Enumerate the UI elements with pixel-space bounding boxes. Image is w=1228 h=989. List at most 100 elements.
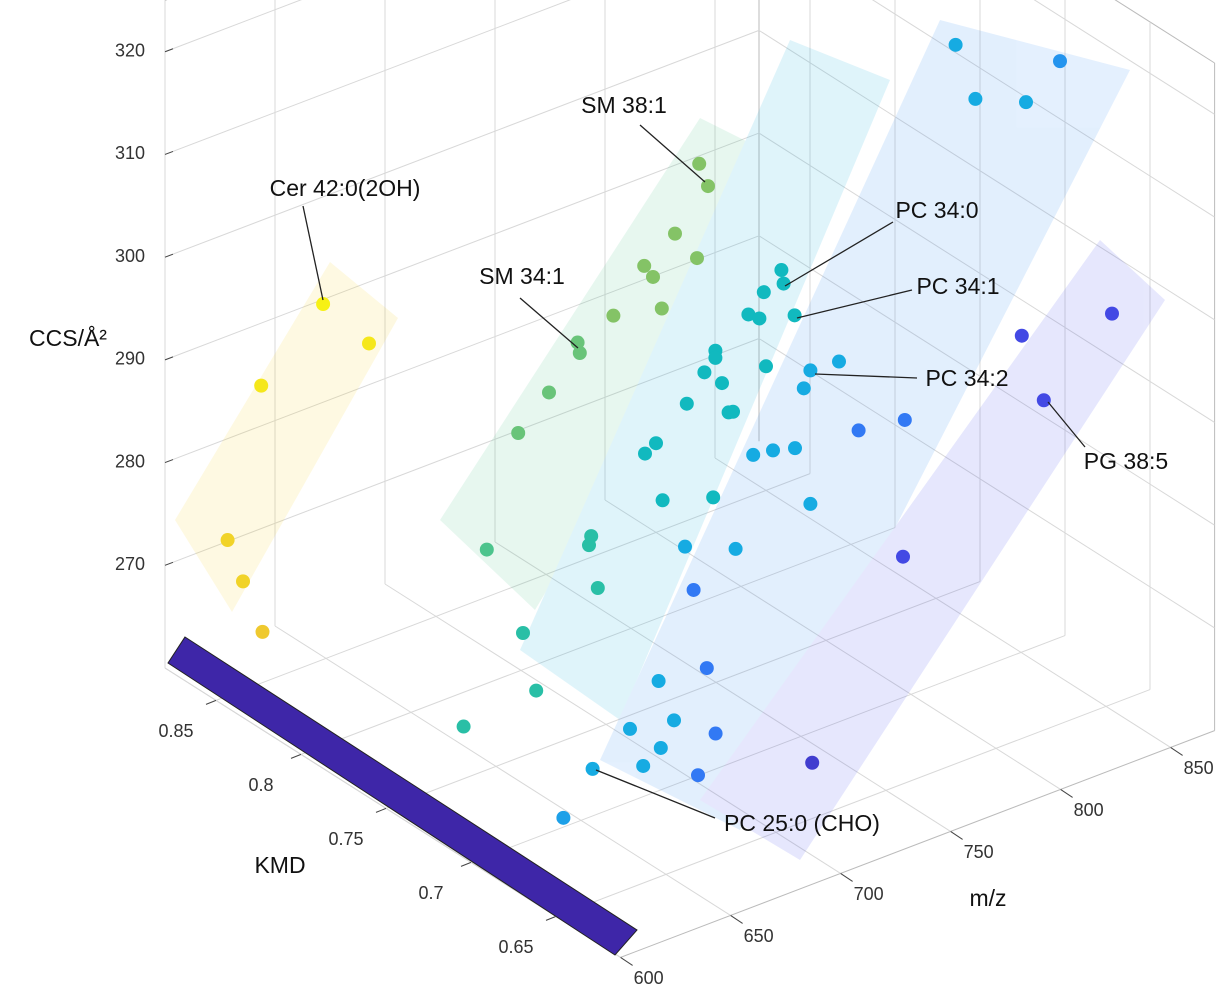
y-tick-label: 0.8	[248, 775, 273, 795]
point	[651, 674, 666, 689]
leader-line	[814, 373, 918, 379]
point	[649, 436, 663, 451]
point	[654, 301, 669, 316]
grid-line	[215, 473, 811, 701]
band	[520, 40, 890, 720]
tick-mark	[375, 807, 387, 813]
point	[686, 582, 701, 597]
annotation: PC 34:1	[916, 273, 999, 299]
y-axis-label: KMD	[254, 852, 305, 878]
grid-line	[385, 581, 981, 809]
tick-mark	[205, 699, 217, 705]
point	[582, 538, 596, 553]
band	[440, 118, 800, 610]
bands	[175, 20, 1165, 860]
leader-line	[1047, 401, 1086, 448]
point	[479, 542, 494, 557]
point	[529, 683, 544, 698]
point	[254, 378, 269, 393]
point	[638, 446, 652, 461]
point	[726, 404, 740, 419]
point	[1036, 393, 1051, 408]
tick-mark	[164, 253, 174, 258]
tick-mark	[460, 861, 472, 867]
point	[1105, 306, 1119, 321]
grid-line	[164, 0, 302, 53]
y-tick-label: 0.85	[158, 721, 193, 741]
y-tick-label: 0.65	[498, 937, 533, 957]
point	[708, 726, 723, 741]
point	[803, 496, 818, 511]
point	[728, 541, 743, 556]
grid-line	[164, 338, 760, 566]
point	[637, 258, 652, 273]
tick-mark	[164, 150, 174, 155]
leader-line	[784, 221, 894, 287]
point	[678, 539, 692, 554]
z-axis-label: CCS/Å²	[29, 324, 107, 351]
annotation: PC 34:0	[895, 197, 978, 223]
z-tick-label: 270	[115, 554, 145, 574]
x-tick-label: 750	[964, 842, 994, 862]
point	[362, 336, 376, 351]
point	[706, 490, 721, 505]
grid-line	[555, 689, 1151, 917]
band	[175, 262, 398, 612]
leader-line	[519, 297, 579, 349]
grid-line	[494, 541, 951, 832]
point	[646, 269, 660, 284]
grid-line	[384, 583, 841, 874]
z-tick-label: 300	[115, 246, 145, 266]
point	[774, 263, 789, 278]
point	[572, 345, 587, 360]
point	[636, 758, 651, 773]
point	[316, 297, 331, 312]
point	[606, 308, 621, 323]
annotation: SM 38:1	[581, 92, 667, 118]
point	[236, 574, 250, 589]
grid-line	[758, 29, 1215, 321]
point	[1019, 95, 1033, 110]
point	[1014, 328, 1029, 343]
leader-line	[796, 289, 913, 319]
point	[655, 493, 670, 508]
point	[897, 412, 912, 427]
point	[542, 385, 556, 400]
point	[667, 713, 681, 728]
leader-line	[302, 205, 324, 301]
annotation: PC 34:2	[925, 365, 1008, 391]
z-tick-label: 280	[115, 451, 145, 471]
point	[697, 365, 712, 380]
point	[690, 251, 704, 266]
point	[623, 721, 637, 736]
point	[805, 755, 820, 770]
point	[679, 396, 694, 411]
point	[759, 359, 773, 374]
point	[851, 423, 866, 438]
tick-mark	[1060, 788, 1073, 798]
point	[456, 719, 471, 734]
y-tick-label: 0.75	[328, 829, 363, 849]
grid-line	[164, 29, 760, 258]
grid-line	[274, 625, 731, 916]
point	[691, 768, 705, 783]
point	[796, 381, 811, 396]
tick-mark	[545, 915, 557, 921]
annotation: PC 25:0 (CHO)	[724, 810, 880, 836]
grid-line	[164, 235, 760, 464]
x-tick-label: 800	[1074, 800, 1104, 820]
grid-line	[164, 132, 760, 361]
point	[788, 441, 802, 456]
point	[668, 226, 682, 241]
box-edge	[620, 730, 1215, 958]
grid-line	[758, 338, 1215, 629]
x-axis-label: m/z	[969, 885, 1006, 911]
point	[692, 156, 707, 171]
point	[708, 350, 723, 365]
point	[556, 810, 571, 825]
points	[220, 37, 1119, 825]
leader-line	[595, 769, 716, 819]
tick-mark	[730, 914, 743, 924]
grid-line	[758, 235, 1215, 526]
